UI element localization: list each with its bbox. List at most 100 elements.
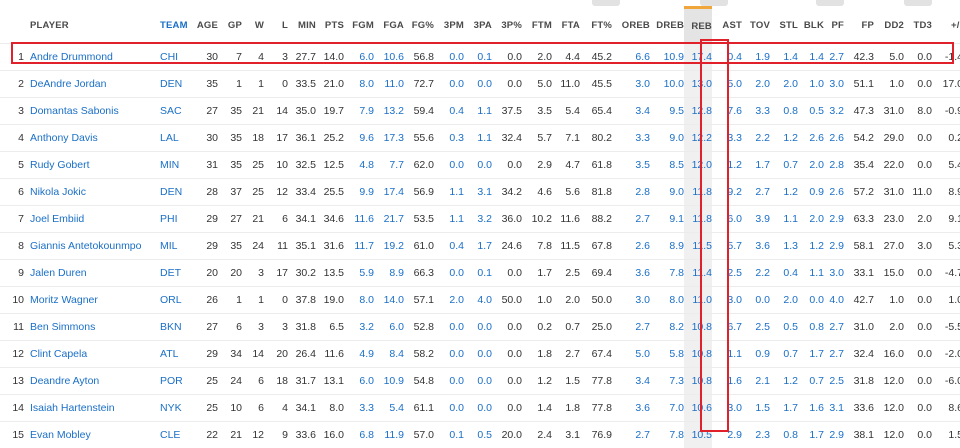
cell-ftm: 2.0 <box>522 44 552 71</box>
column-header-ft-pct[interactable]: FT% <box>580 8 612 44</box>
column-header-reb[interactable]: REB <box>684 8 712 44</box>
column-header-tov[interactable]: TOV <box>742 8 770 44</box>
column-header-player[interactable]: PLAYER <box>30 8 154 44</box>
cell-team[interactable]: NYK <box>154 395 190 422</box>
cell-dreb: 9.0 <box>650 179 684 206</box>
player-link[interactable]: Jalen Duren <box>30 267 87 279</box>
cell-team[interactable]: ATL <box>154 341 190 368</box>
player-link[interactable]: Andre Drummond <box>30 51 113 63</box>
player-link[interactable]: Isaiah Hartenstein <box>30 402 115 414</box>
player-link[interactable]: Anthony Davis <box>30 132 98 144</box>
column-header-min[interactable]: MIN <box>288 8 316 44</box>
cell-team[interactable]: DET <box>154 260 190 287</box>
cell-age: 22 <box>190 422 218 448</box>
column-header-fgm[interactable]: FGM <box>344 8 374 44</box>
column-header-fga[interactable]: FGA <box>374 8 404 44</box>
column-header-l[interactable]: L <box>264 8 288 44</box>
cell-team[interactable]: CHI <box>154 44 190 71</box>
cell-team[interactable]: SAC <box>154 98 190 125</box>
player-link[interactable]: Clint Capela <box>30 348 87 360</box>
cell-td3: 0.0 <box>904 368 932 395</box>
column-header-fta[interactable]: FTA <box>552 8 580 44</box>
column-header-td3[interactable]: TD3 <box>904 8 932 44</box>
cell-team[interactable]: DEN <box>154 179 190 206</box>
cell-stl: 0.5 <box>770 314 798 341</box>
column-header-fp[interactable]: FP <box>844 8 874 44</box>
cell-stl: 0.4 <box>770 260 798 287</box>
player-link[interactable]: Nikola Jokic <box>30 186 86 198</box>
player-link[interactable]: Evan Mobley <box>30 429 91 441</box>
player-link[interactable]: Domantas Sabonis <box>30 105 119 117</box>
cell-team[interactable]: BKN <box>154 314 190 341</box>
cell-team[interactable]: DEN <box>154 71 190 98</box>
player-link[interactable]: Moritz Wagner <box>30 294 98 306</box>
cell-plus-minus: 9.1 <box>932 206 960 233</box>
column-header-dd2[interactable]: DD2 <box>874 8 904 44</box>
cell-fta: 1.8 <box>552 395 580 422</box>
column-header-w[interactable]: W <box>242 8 264 44</box>
column-header-ftm[interactable]: FTM <box>522 8 552 44</box>
cell-fta: 5.4 <box>552 98 580 125</box>
cell-fta: 4.7 <box>552 152 580 179</box>
cell-player: DeAndre Jordan <box>30 71 154 98</box>
cell-gp: 35 <box>218 125 242 152</box>
column-header-fg-pct[interactable]: FG% <box>404 8 434 44</box>
column-header-3pm[interactable]: 3PM <box>434 8 464 44</box>
column-header-gp[interactable]: GP <box>218 8 242 44</box>
cell-team[interactable]: LAL <box>154 125 190 152</box>
cell-team[interactable]: MIL <box>154 233 190 260</box>
player-link[interactable]: DeAndre Jordan <box>30 78 106 90</box>
cell-ft-pct: 77.8 <box>580 395 612 422</box>
cell-plus-minus: 1.5 <box>932 422 960 448</box>
cell-fp: 63.3 <box>844 206 874 233</box>
player-link[interactable]: Deandre Ayton <box>30 375 99 387</box>
cell-fga: 14.0 <box>374 287 404 314</box>
cell-dreb: 7.8 <box>650 422 684 448</box>
cell-reb: 12.2 <box>684 125 712 152</box>
cell-team[interactable]: CLE <box>154 422 190 448</box>
column-header-blk[interactable]: BLK <box>798 8 824 44</box>
column-header-team[interactable]: TEAM <box>154 8 190 44</box>
column-header-age[interactable]: AGE <box>190 8 218 44</box>
cell-team[interactable]: ORL <box>154 287 190 314</box>
cell-tov: 1.9 <box>742 44 770 71</box>
cell-ast: 2.5 <box>712 260 742 287</box>
player-link[interactable]: Rudy Gobert <box>30 159 90 171</box>
column-header-ast[interactable]: AST <box>712 8 742 44</box>
cell-team[interactable]: PHI <box>154 206 190 233</box>
cell-team[interactable]: MIN <box>154 152 190 179</box>
column-header-plus-minus[interactable]: +/- <box>932 8 960 44</box>
cell-fp: 35.4 <box>844 152 874 179</box>
column-header-dreb[interactable]: DREB <box>650 8 684 44</box>
cell-3pa: 0.1 <box>464 260 492 287</box>
column-header-pts[interactable]: PTS <box>316 8 344 44</box>
player-link[interactable]: Giannis Antetokounmpo <box>30 240 142 252</box>
column-header-stl[interactable]: STL <box>770 8 798 44</box>
player-link[interactable]: Ben Simmons <box>30 321 95 333</box>
player-link[interactable]: Joel Embiid <box>30 213 84 225</box>
column-header-3pa[interactable]: 3PA <box>464 8 492 44</box>
cell-rank: 6 <box>0 179 30 206</box>
column-header-3p-pct[interactable]: 3P% <box>492 8 522 44</box>
column-header-oreb[interactable]: OREB <box>612 8 650 44</box>
cell-l: 9 <box>264 422 288 448</box>
cell-team[interactable]: POR <box>154 368 190 395</box>
column-header-pf[interactable]: PF <box>824 8 844 44</box>
cell-fta: 11.5 <box>552 233 580 260</box>
cell-td3: 0.0 <box>904 422 932 448</box>
